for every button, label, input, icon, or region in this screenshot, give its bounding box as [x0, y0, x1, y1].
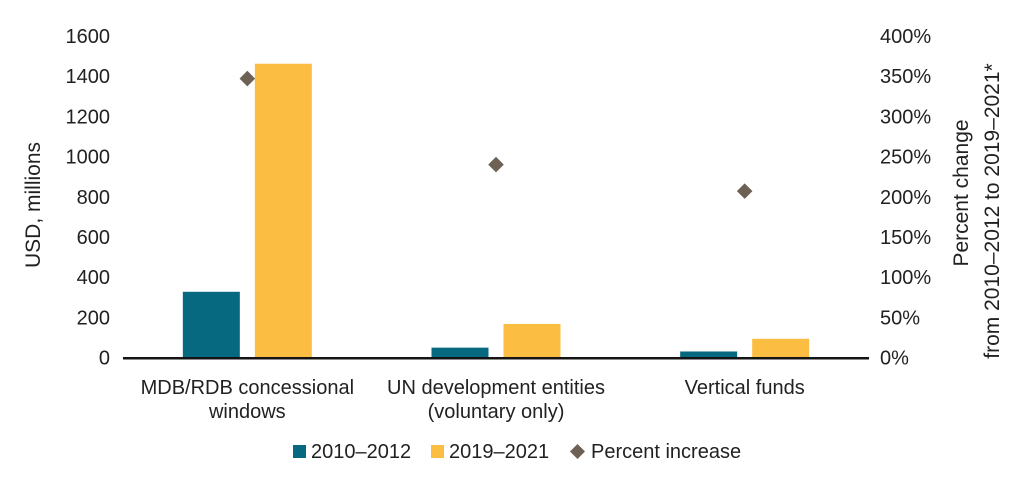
y-axis-right-tick-label: 0% [880, 348, 909, 370]
x-axis-category-label: Vertical funds [685, 377, 805, 399]
y-axis-left-tick-label: 400 [77, 267, 110, 289]
bar-series-group [182, 63, 810, 358]
legend-label-2010-2012: 2010–2012 [311, 441, 411, 463]
x-axis-category-label: UN development entities [387, 377, 605, 399]
y-axis-left-tick-label: 0 [99, 348, 110, 370]
y-axis-left-tick-label: 1400 [66, 66, 111, 88]
x-axis-category-label: (voluntary only) [428, 401, 565, 423]
percent-increase-diamond-cat0 [239, 70, 256, 87]
bar-2010-2012-cat0 [182, 291, 240, 358]
legend-label-percent-increase: Percent increase [591, 441, 741, 463]
y-axis-right-title-line1: Percent change [950, 119, 973, 266]
y-axis-right-tick-label: 250% [880, 147, 931, 169]
x-axis-category-label: MDB/RDB concessional [141, 377, 354, 399]
y-axis-right-tick-label: 200% [880, 187, 931, 209]
y-axis-left-tick-label: 1600 [66, 26, 111, 48]
bar-2019-2021-cat0 [254, 63, 312, 358]
legend-swatch-percent-increase-diamond-icon [570, 444, 585, 459]
y-axis-right-tick-label: 150% [880, 227, 931, 249]
y-axis-left-tick-label: 200 [77, 307, 110, 329]
y-axis-right-tick-label: 400% [880, 26, 931, 48]
legend-swatch-2010-2012-icon [293, 445, 306, 458]
y-axis-right-tick-label: 300% [880, 106, 931, 128]
bar-2019-2021-cat2 [752, 338, 810, 358]
y-axis-left-tick-label: 800 [77, 187, 110, 209]
bar-2010-2012-cat1 [431, 347, 489, 358]
percent-increase-diamond-cat1 [488, 156, 504, 173]
y-axis-left-title: USD, millions [22, 142, 45, 268]
percent-increase-diamond-cat2 [736, 183, 753, 199]
legend: 2010–2012 2019–2021 Percent increase [293, 441, 741, 463]
y-axis-left-tick-label: 1200 [66, 106, 111, 128]
y-axis-right-tick-label: 50% [880, 307, 920, 329]
y-axis-right-tick-label: 350% [880, 66, 931, 88]
y-axis-left-tick-label: 1000 [66, 147, 111, 169]
x-axis-category-label: windows [208, 401, 286, 423]
bar-2019-2021-cat1 [503, 323, 561, 358]
y-axis-left-ticks: 0 200 400 600 800 1000 1200 1400 1600 [66, 26, 111, 370]
percent-increase-markers [239, 70, 753, 199]
y-axis-right-title-line2: from 2010–2012 to 2019–2021* [981, 63, 1004, 358]
y-axis-right-tick-label: 100% [880, 267, 931, 289]
legend-swatch-2019-2021-icon [431, 445, 444, 458]
legend-label-2019-2021: 2019–2021 [449, 441, 549, 463]
bar-2010-2012-cat2 [680, 351, 738, 358]
y-axis-left-tick-label: 600 [77, 227, 110, 249]
y-axis-right-ticks: 0% 50% 100% 150% 200% 250% 300% 350% 400% [880, 26, 931, 370]
